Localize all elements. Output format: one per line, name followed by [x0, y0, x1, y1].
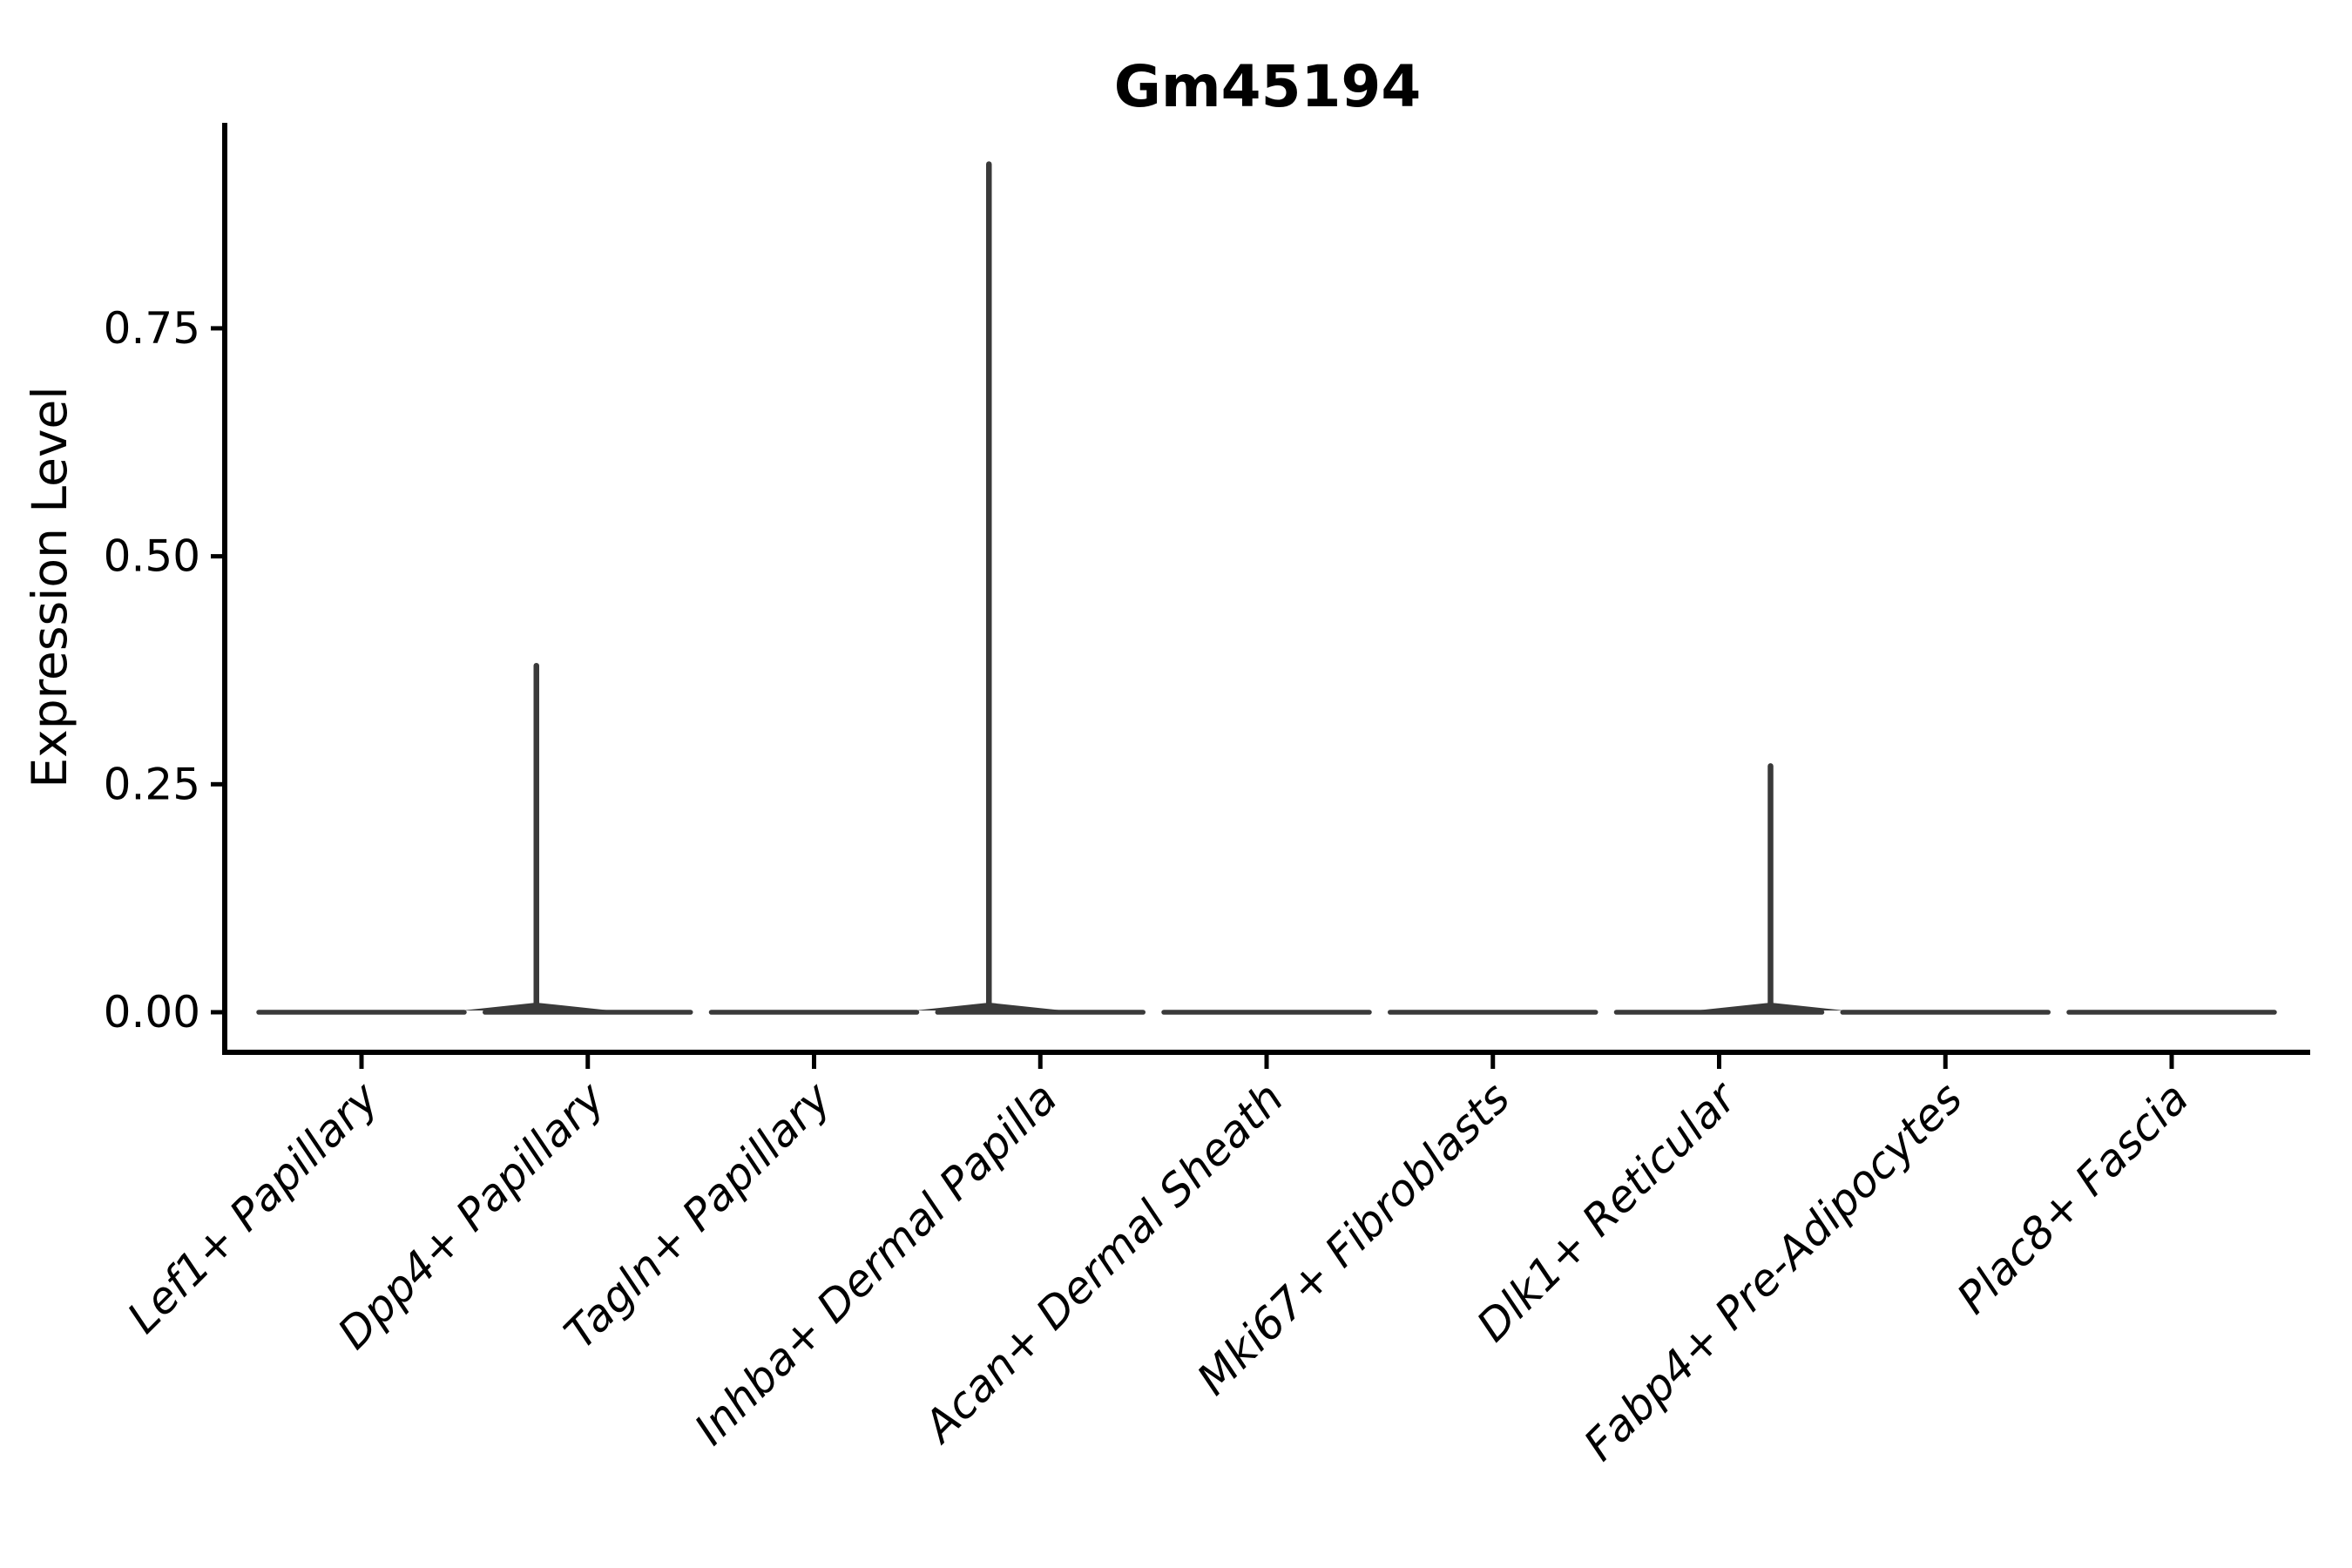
- x-tick-label: Fabp4+ Pre-Adipocytes: [1574, 1072, 1972, 1470]
- y-tick-label: 0.50: [104, 531, 200, 582]
- y-tick-label: 0.75: [104, 303, 200, 354]
- y-tick-label: 0.25: [104, 759, 200, 809]
- violins: [256, 161, 2277, 1015]
- y-tick-label: 0.00: [104, 987, 200, 1037]
- y-tick-labels: 0.00 0.25 0.50 0.75: [104, 303, 225, 1037]
- chart-title: Gm45194: [1114, 53, 1422, 120]
- x-tick-label: Inhba+ Dermal Papilla: [685, 1072, 1066, 1454]
- x-tick-label: Acan+ Dermal Sheath: [913, 1072, 1294, 1453]
- x-tick-label: Plac8+ Fascia: [1948, 1072, 2199, 1323]
- y-axis-label: Expression Level: [22, 386, 78, 787]
